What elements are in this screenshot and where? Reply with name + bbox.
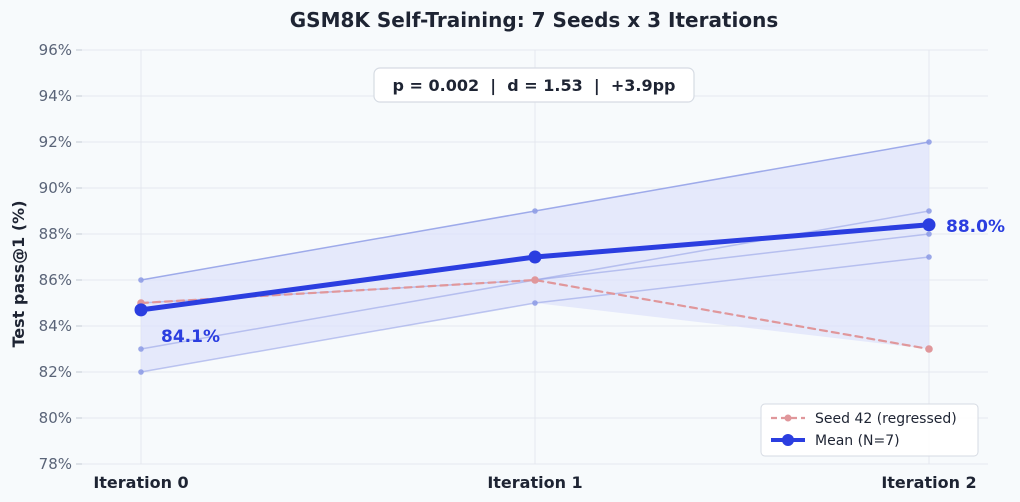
y-tick-label: 88% xyxy=(39,225,72,243)
mean-point xyxy=(922,218,936,232)
seed-point xyxy=(926,231,932,237)
seed-point xyxy=(926,254,932,260)
mean-end-label: 88.0% xyxy=(946,217,1005,237)
seed-42-point xyxy=(531,276,539,284)
seed-point xyxy=(138,346,144,352)
seed-point xyxy=(926,208,932,214)
seed-point xyxy=(138,277,144,283)
stats-annotation-box xyxy=(373,67,695,103)
mean-start-label: 84.1% xyxy=(161,327,220,347)
y-tick-label: 80% xyxy=(39,409,72,427)
legend-label-mean: Mean (N=7) xyxy=(815,433,900,449)
legend-marker-mean xyxy=(782,434,794,446)
x-tick-label: Iteration 2 xyxy=(881,473,976,492)
y-tick-label: 78% xyxy=(39,455,72,473)
y-axis-label: Test pass@1 (%) xyxy=(9,200,28,347)
y-tick-label: 96% xyxy=(39,41,72,59)
seed-42-line xyxy=(139,278,931,351)
chart-title: GSM8K Self-Training: 7 Seeds x 3 Iterati… xyxy=(290,8,778,32)
y-tick-label: 84% xyxy=(39,317,72,335)
seed-point xyxy=(532,300,538,306)
seed-point xyxy=(532,208,538,214)
legend-label-seed-42: Seed 42 (regressed) xyxy=(815,411,957,427)
stats-annotation: p = 0.002 | d = 1.53 | +3.9pp xyxy=(373,67,695,103)
mean-point xyxy=(528,250,542,264)
seed-point xyxy=(926,139,932,145)
legend: Seed 42 (regressed) Mean (N=7) xyxy=(760,403,979,457)
axis-ticks: 78% 80% 82% 84% 86% 88% 90% 92% 94% 96% Iteration … xyxy=(39,41,977,492)
legend-box xyxy=(760,403,979,457)
seed-42-point xyxy=(925,345,933,353)
legend-marker-seed-42 xyxy=(784,414,792,422)
mean-point xyxy=(134,303,148,317)
y-tick-label: 94% xyxy=(39,87,72,105)
y-tick-label: 86% xyxy=(39,271,72,289)
stats-annotation-text: p = 0.002 | d = 1.53 | +3.9pp xyxy=(393,76,676,96)
x-tick-label: Iteration 1 xyxy=(487,473,582,492)
y-tick-label: 90% xyxy=(39,179,72,197)
y-tick-label: 82% xyxy=(39,363,72,381)
series xyxy=(134,218,936,353)
seed-point xyxy=(138,369,144,375)
y-tick-label: 92% xyxy=(39,133,72,151)
x-tick-label: Iteration 0 xyxy=(93,473,188,492)
